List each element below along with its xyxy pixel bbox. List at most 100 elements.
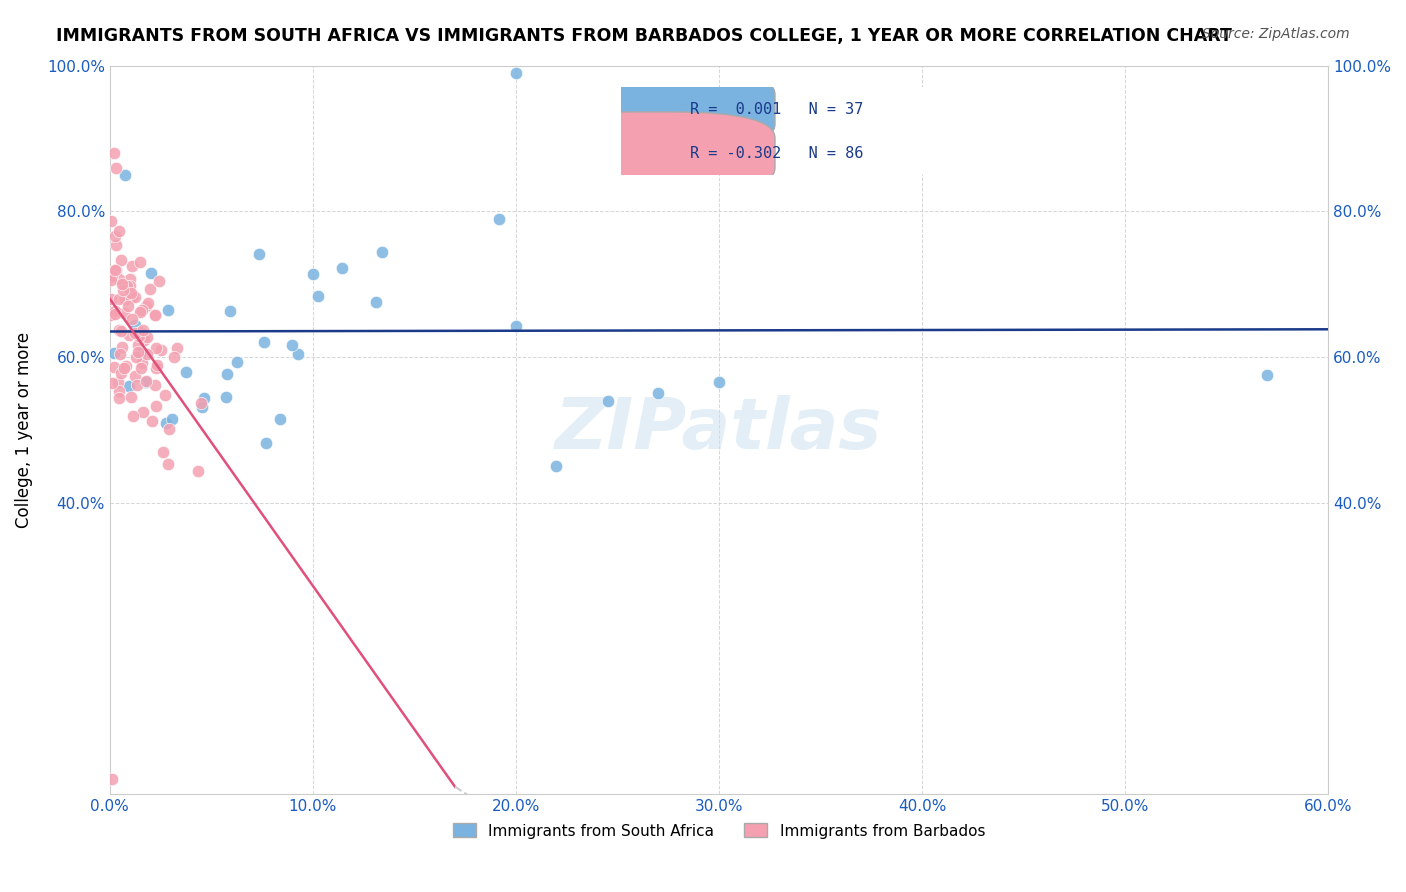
Immigrants from South Africa: [193, 391, 215, 405]
Immigrants from South Africa: [596, 394, 619, 409]
Immigrants from Barbados: [134, 334, 156, 348]
Immigrants from Barbados: [104, 262, 127, 277]
Immigrants from Barbados: [104, 229, 127, 244]
Immigrants from Barbados: [145, 361, 167, 376]
Immigrants from South Africa: [253, 334, 276, 349]
Immigrants from South Africa: [1256, 368, 1278, 383]
Immigrants from Barbados: [100, 273, 122, 287]
Immigrants from South Africa: [118, 379, 141, 393]
Immigrants from South Africa: [139, 267, 162, 281]
Immigrants from Barbados: [108, 292, 131, 306]
Immigrants from South Africa: [371, 244, 394, 259]
Immigrants from Barbados: [128, 304, 150, 318]
Immigrants from South Africa: [364, 295, 387, 310]
Immigrants from South Africa: [135, 375, 157, 389]
Immigrants from Barbados: [121, 409, 143, 423]
Immigrants from Barbados: [110, 252, 132, 267]
Immigrants from Barbados: [100, 308, 122, 322]
Immigrants from South Africa: [281, 338, 304, 352]
Immigrants from Barbados: [128, 328, 150, 343]
Immigrants from Barbados: [129, 254, 152, 268]
Immigrants from South Africa: [218, 304, 240, 318]
Immigrants from South Africa: [215, 367, 238, 381]
Immigrants from Barbados: [148, 274, 170, 288]
Immigrants from South Africa: [225, 355, 247, 369]
Immigrants from Barbados: [105, 237, 128, 252]
Immigrants from Barbados: [110, 324, 132, 338]
Immigrants from Barbados: [101, 772, 124, 787]
Immigrants from South Africa: [287, 347, 309, 361]
Immigrants from Barbados: [124, 368, 146, 383]
Immigrants from Barbados: [120, 271, 142, 285]
Immigrants from Barbados: [143, 308, 166, 322]
Immigrants from South Africa: [707, 376, 730, 390]
Immigrants from Barbados: [104, 304, 127, 318]
Immigrants from Barbados: [107, 375, 129, 389]
Immigrants from South Africa: [155, 416, 177, 430]
Immigrants from Barbados: [103, 359, 125, 374]
Immigrants from South Africa: [103, 346, 125, 360]
Immigrants from Barbados: [143, 308, 166, 322]
Immigrants from Barbados: [111, 340, 134, 354]
Immigrants from Barbados: [104, 262, 127, 277]
Immigrants from Barbados: [108, 224, 131, 238]
Immigrants from Barbados: [145, 358, 167, 372]
Immigrants from Barbados: [103, 146, 125, 161]
Immigrants from Barbados: [155, 387, 177, 401]
Immigrants from Barbados: [108, 391, 131, 405]
Immigrants from South Africa: [505, 319, 527, 334]
Immigrants from Barbados: [117, 299, 139, 313]
Immigrants from South Africa: [269, 411, 291, 425]
Immigrants from Barbados: [101, 269, 124, 284]
Immigrants from Barbados: [114, 292, 136, 306]
Immigrants from Barbados: [120, 390, 142, 404]
Immigrants from Barbados: [132, 405, 155, 419]
Immigrants from Barbados: [124, 326, 146, 340]
Immigrants from Barbados: [127, 337, 149, 351]
Immigrants from Barbados: [101, 376, 124, 390]
Text: IMMIGRANTS FROM SOUTH AFRICA VS IMMIGRANTS FROM BARBADOS COLLEGE, 1 YEAR OR MORE: IMMIGRANTS FROM SOUTH AFRICA VS IMMIGRAN…: [56, 27, 1232, 45]
Immigrants from Barbados: [135, 374, 157, 388]
Immigrants from Barbados: [145, 341, 167, 355]
Immigrants from Barbados: [145, 399, 167, 413]
Immigrants from South Africa: [330, 261, 353, 276]
Immigrants from Barbados: [131, 302, 153, 317]
Immigrants from Barbados: [163, 350, 186, 364]
Immigrants from Barbados: [138, 296, 160, 310]
Immigrants from Barbados: [112, 361, 135, 376]
Immigrants from Barbados: [118, 279, 141, 293]
Immigrants from Barbados: [111, 283, 134, 297]
Immigrants from Barbados: [129, 325, 152, 339]
Immigrants from Barbados: [121, 311, 143, 326]
Immigrants from South Africa: [124, 318, 146, 333]
Immigrants from Barbados: [104, 161, 127, 175]
Immigrants from South Africa: [302, 268, 325, 282]
Immigrants from South Africa: [114, 277, 136, 292]
Immigrants from Barbados: [111, 277, 134, 292]
Immigrants from South Africa: [160, 412, 183, 426]
Immigrants from South Africa: [128, 345, 150, 359]
Immigrants from South Africa: [546, 459, 568, 474]
Immigrants from Barbados: [143, 378, 166, 392]
Immigrants from Barbados: [150, 343, 173, 358]
Immigrants from Barbados: [125, 350, 148, 364]
Immigrants from Barbados: [121, 290, 143, 304]
Immigrants from Barbados: [110, 347, 132, 361]
Immigrants from Barbados: [115, 278, 138, 293]
Immigrants from Barbados: [114, 359, 136, 374]
Immigrants from Barbados: [127, 345, 149, 359]
Text: Source: ZipAtlas.com: Source: ZipAtlas.com: [1202, 27, 1350, 41]
Y-axis label: College, 1 year or more: College, 1 year or more: [15, 332, 32, 528]
Immigrants from Barbados: [100, 213, 122, 227]
Immigrants from Barbados: [190, 396, 212, 410]
Immigrants from Barbados: [152, 445, 174, 459]
Immigrants from Barbados: [187, 464, 209, 478]
Immigrants from Barbados: [117, 328, 139, 343]
Immigrants from Barbados: [131, 323, 153, 337]
Immigrants from Barbados: [139, 282, 162, 296]
Immigrants from Barbados: [100, 292, 122, 306]
Immigrants from Barbados: [121, 260, 143, 274]
Immigrants from Barbados: [156, 457, 179, 471]
Immigrants from Barbados: [141, 413, 163, 427]
Immigrants from Barbados: [104, 307, 127, 321]
